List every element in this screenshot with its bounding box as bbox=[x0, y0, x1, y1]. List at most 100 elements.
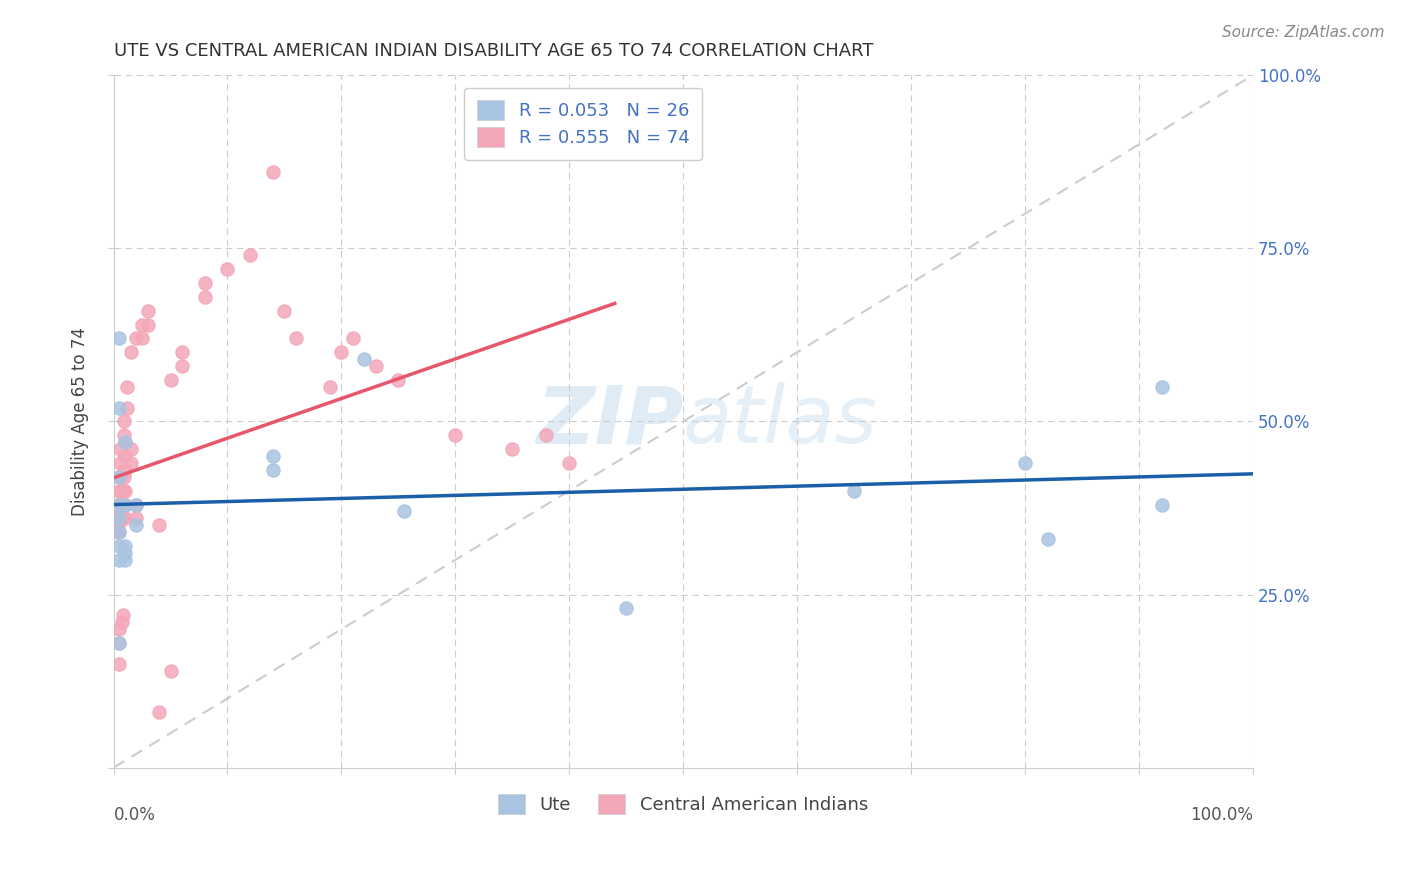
Point bbox=[444, 428, 467, 442]
Point bbox=[114, 511, 136, 525]
Point bbox=[107, 504, 129, 518]
Point bbox=[108, 622, 131, 636]
Point bbox=[108, 636, 131, 650]
Point bbox=[110, 483, 132, 498]
Point bbox=[194, 276, 217, 290]
Point bbox=[110, 615, 132, 630]
Text: 0.0%: 0.0% bbox=[114, 805, 156, 824]
Point bbox=[501, 442, 523, 457]
Point bbox=[262, 165, 284, 179]
Point bbox=[364, 359, 387, 373]
Point bbox=[120, 345, 142, 359]
Text: ZIP: ZIP bbox=[536, 383, 683, 460]
Point bbox=[110, 442, 132, 457]
Point bbox=[108, 470, 131, 484]
Point bbox=[125, 498, 148, 512]
Text: atlas: atlas bbox=[683, 383, 877, 460]
Point bbox=[284, 331, 307, 345]
Point bbox=[112, 428, 135, 442]
Point bbox=[1150, 380, 1173, 394]
Point bbox=[342, 331, 364, 345]
Point bbox=[392, 504, 415, 518]
Point bbox=[114, 498, 136, 512]
Point bbox=[108, 553, 131, 567]
Point bbox=[114, 463, 136, 477]
Point bbox=[107, 511, 129, 525]
Point bbox=[108, 636, 131, 650]
Point bbox=[1150, 498, 1173, 512]
Point bbox=[131, 331, 153, 345]
Point bbox=[104, 511, 127, 525]
Point bbox=[107, 518, 129, 533]
Point bbox=[125, 518, 148, 533]
Point bbox=[108, 525, 131, 540]
Point bbox=[108, 401, 131, 415]
Point bbox=[111, 608, 134, 623]
Point bbox=[114, 539, 136, 553]
Text: UTE VS CENTRAL AMERICAN INDIAN DISABILITY AGE 65 TO 74 CORRELATION CHART: UTE VS CENTRAL AMERICAN INDIAN DISABILIT… bbox=[114, 42, 873, 60]
Point bbox=[111, 498, 134, 512]
Point bbox=[387, 373, 409, 387]
Point bbox=[110, 456, 132, 470]
Point bbox=[159, 373, 181, 387]
Point bbox=[105, 504, 128, 518]
Point bbox=[108, 657, 131, 671]
Point bbox=[170, 345, 193, 359]
Point bbox=[105, 518, 128, 533]
Point bbox=[159, 664, 181, 678]
Point bbox=[110, 483, 132, 498]
Point bbox=[107, 511, 129, 525]
Point bbox=[148, 706, 170, 720]
Text: 100.0%: 100.0% bbox=[1189, 805, 1253, 824]
Point bbox=[536, 428, 558, 442]
Y-axis label: Disability Age 65 to 74: Disability Age 65 to 74 bbox=[72, 327, 89, 516]
Point bbox=[842, 483, 865, 498]
Point bbox=[1036, 532, 1059, 546]
Point bbox=[108, 525, 131, 540]
Text: Source: ZipAtlas.com: Source: ZipAtlas.com bbox=[1222, 25, 1385, 40]
Point bbox=[120, 456, 142, 470]
Point bbox=[115, 401, 138, 415]
Point bbox=[194, 290, 217, 304]
Point bbox=[353, 352, 375, 367]
Point bbox=[114, 435, 136, 450]
Point bbox=[262, 449, 284, 463]
Point bbox=[108, 470, 131, 484]
Point bbox=[107, 525, 129, 540]
Point bbox=[110, 470, 132, 484]
Point bbox=[114, 483, 136, 498]
Point bbox=[614, 601, 637, 615]
Point bbox=[108, 511, 131, 525]
Point bbox=[110, 498, 132, 512]
Point bbox=[262, 463, 284, 477]
Point bbox=[114, 435, 136, 450]
Point bbox=[108, 498, 131, 512]
Point bbox=[112, 414, 135, 428]
Point bbox=[108, 331, 131, 345]
Point bbox=[148, 518, 170, 533]
Point bbox=[114, 498, 136, 512]
Point bbox=[110, 498, 132, 512]
Point bbox=[319, 380, 342, 394]
Point bbox=[108, 511, 131, 525]
Point bbox=[110, 511, 132, 525]
Point bbox=[114, 553, 136, 567]
Point bbox=[112, 470, 135, 484]
Point bbox=[1014, 456, 1036, 470]
Point bbox=[115, 380, 138, 394]
Point bbox=[558, 456, 581, 470]
Point bbox=[107, 511, 129, 525]
Point bbox=[136, 318, 159, 332]
Point bbox=[120, 442, 142, 457]
Point bbox=[108, 498, 131, 512]
Point bbox=[131, 318, 153, 332]
Point bbox=[217, 262, 239, 277]
Point bbox=[108, 483, 131, 498]
Point bbox=[125, 498, 148, 512]
Point bbox=[114, 449, 136, 463]
Point bbox=[111, 483, 134, 498]
Point bbox=[114, 546, 136, 560]
Point bbox=[136, 303, 159, 318]
Point bbox=[108, 539, 131, 553]
Legend: Ute, Central American Indians: Ute, Central American Indians bbox=[491, 787, 876, 821]
